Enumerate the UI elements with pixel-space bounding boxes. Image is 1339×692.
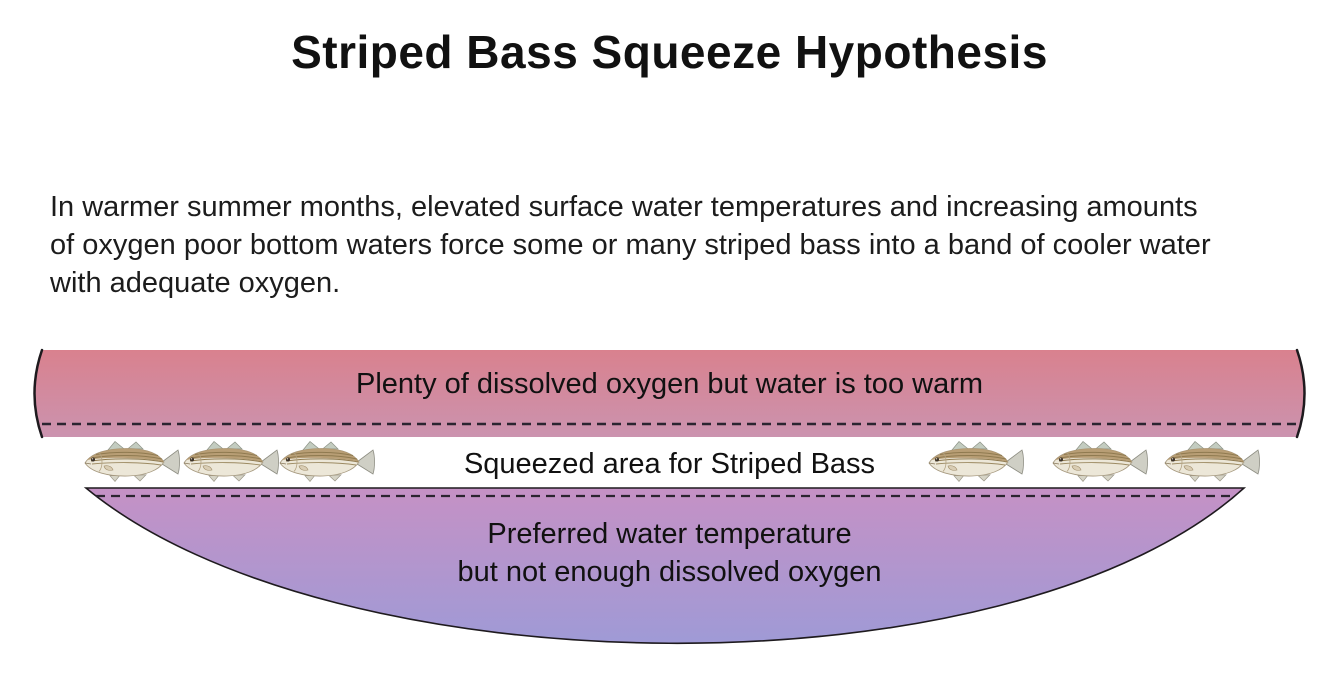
intro-paragraph: In warmer summer months, elevated surfac… (50, 188, 1211, 302)
page-title: Striped Bass Squeeze Hypothesis (291, 26, 1048, 78)
bottom-layer-label-line2: but not enough dissolved oxygen (457, 556, 882, 588)
surface-layer-left-edge (33, 348, 44, 439)
surface-layer-shape (34, 350, 1305, 437)
intro-line: with adequate oxygen. (50, 267, 341, 299)
intro-line: In warmer summer months, elevated surfac… (50, 191, 1198, 223)
squeeze-layer-label: Squeezed area for Striped Bass (463, 448, 876, 480)
surface-layer-label: Plenty of dissolved oxygen but water is … (355, 368, 984, 400)
bottom-layer-label-line1: Preferred water temperature (487, 518, 852, 550)
intro-line: of oxygen poor bottom waters force some … (50, 229, 1211, 261)
surface-layer-right-edge (1295, 348, 1306, 439)
bottom-layer-shape (83, 487, 1247, 645)
